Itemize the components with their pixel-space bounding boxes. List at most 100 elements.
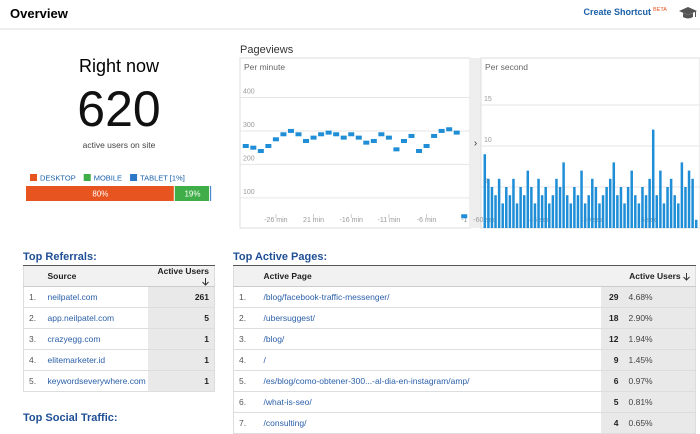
pageview-bar	[587, 195, 590, 228]
pages-title: Top Active Pages:	[233, 251, 328, 263]
share: 1.45%	[623, 349, 696, 371]
pageview-bar	[666, 187, 669, 228]
x-tick-label: -11 min	[377, 217, 400, 224]
table-row: 4./9 1.45%	[233, 349, 696, 371]
legend-swatch	[83, 174, 91, 181]
sort-arrow	[683, 272, 690, 281]
pageview-bar	[494, 195, 497, 228]
x-tick-label: -16 min	[340, 217, 363, 224]
row-index: 6.	[233, 391, 259, 413]
device-bar-segment	[210, 186, 212, 201]
pageview-bar	[287, 128, 294, 133]
pageview-bar	[594, 187, 598, 228]
pageview-bar	[505, 187, 508, 228]
pageview-bar	[355, 135, 362, 140]
column-header[interactable]: Active Users	[147, 265, 215, 287]
share: 0.97%	[623, 370, 696, 392]
pageview-bar	[501, 203, 504, 228]
column-header[interactable]: Active Users	[600, 265, 696, 287]
page-path[interactable]: /ubersuggest/	[258, 307, 601, 329]
device-bar-label: 80%	[92, 190, 108, 199]
pageview-bar	[583, 203, 587, 228]
active-users: 29	[600, 286, 624, 308]
share: 0.65%	[623, 412, 696, 434]
row-index: 5.	[233, 370, 259, 392]
create-shortcut[interactable]: Create Shortcut	[583, 7, 651, 17]
per-second-panel	[480, 57, 700, 229]
pageview-bar	[573, 187, 576, 228]
source[interactable]: keywordseverywhere.com	[42, 370, 148, 392]
source[interactable]: crazyegg.com	[42, 328, 148, 350]
pageview-bar	[608, 178, 612, 228]
pageview-bar	[551, 195, 555, 228]
legend-label: TABLET [1%]	[140, 174, 185, 183]
per-minute-title: Per minute	[244, 62, 285, 72]
page-path[interactable]: /blog/facebook-traffic-messenger/	[258, 286, 601, 308]
pageview-bar	[548, 203, 551, 228]
help-icon[interactable]	[679, 7, 697, 19]
pageview-bar	[544, 187, 547, 228]
pageview-bar	[659, 170, 662, 228]
page-path[interactable]: /what-is-seo/	[258, 391, 601, 413]
active-users: 620	[77, 81, 160, 137]
pageview-bar	[641, 187, 644, 228]
active-users: 1	[147, 349, 215, 371]
pageview-bar	[272, 137, 279, 142]
pageview-bar	[522, 195, 526, 228]
x-tick-label: 21 min	[303, 217, 324, 224]
legend-swatch	[130, 174, 138, 181]
pageview-bar	[423, 144, 430, 148]
x-tick-label: -6 min	[417, 217, 437, 224]
pageview-bar	[515, 203, 519, 228]
pageview-bar	[576, 195, 580, 228]
legend-label: DESKTOP	[40, 174, 76, 183]
pageview-bar	[677, 203, 680, 228]
table-row: 5. keywordseverywhere.com 1	[23, 370, 215, 392]
pageview-bar	[526, 170, 530, 228]
pageview-bar	[644, 195, 648, 228]
page-path[interactable]: /blog/	[258, 328, 601, 350]
index-header	[233, 265, 259, 287]
active-users: 4	[600, 412, 624, 434]
panel-separator	[470, 58, 481, 228]
y-tick-label: 10	[484, 137, 492, 144]
row-index: 1.	[233, 286, 259, 308]
pageview-bar	[519, 187, 522, 228]
page-path[interactable]: /	[258, 349, 601, 371]
page-title: Overview	[10, 6, 69, 21]
table-row: 3./blog/12 1.94%	[233, 328, 696, 350]
sort-arrow	[202, 277, 209, 286]
pageview-bar	[598, 203, 601, 228]
table-row: 2./ubersuggest/18 2.90%	[233, 307, 696, 329]
source[interactable]: app.neilpatel.com	[42, 307, 148, 329]
pageview-bar	[333, 132, 340, 137]
table-row: 1. neilpatel.com 261	[23, 286, 215, 308]
source[interactable]: neilpatel.com	[42, 286, 148, 308]
table-row: 3. crazyegg.com 1	[23, 328, 215, 350]
pageview-bar	[242, 144, 249, 148]
pageview-bar	[280, 132, 287, 137]
row-index: 3.	[23, 328, 43, 350]
pageview-bar	[662, 203, 666, 228]
legend-swatch	[30, 174, 37, 181]
page-path[interactable]: /es/blog/como-obtener-300...-al-dia-en-i…	[258, 370, 601, 392]
share: 2.90%	[623, 307, 696, 329]
pageview-bar	[648, 178, 651, 228]
pageview-bar	[540, 195, 544, 228]
pages-table: Active Page Active Users 1./blog/faceboo…	[233, 265, 697, 434]
table-row: 7./consulting/4 0.65%	[233, 412, 696, 434]
device-bar-label: 19%	[184, 190, 200, 199]
column-header-text: Active Users	[157, 266, 209, 276]
pageview-bar	[651, 129, 655, 228]
device-bar-segment	[174, 186, 210, 201]
source[interactable]: elitemarketer.id	[42, 349, 148, 371]
column-header: Active Page	[258, 265, 601, 287]
right-now-title: Right now	[79, 56, 160, 76]
pageview-bar	[558, 187, 562, 228]
table-row: 1./blog/facebook-traffic-messenger/29 4.6…	[233, 286, 696, 308]
pageview-bar	[378, 132, 385, 137]
pageview-bar	[537, 178, 540, 228]
device-bar-segment	[26, 186, 174, 201]
page-path[interactable]: /consulting/	[258, 412, 601, 434]
pageview-bar	[416, 149, 423, 154]
